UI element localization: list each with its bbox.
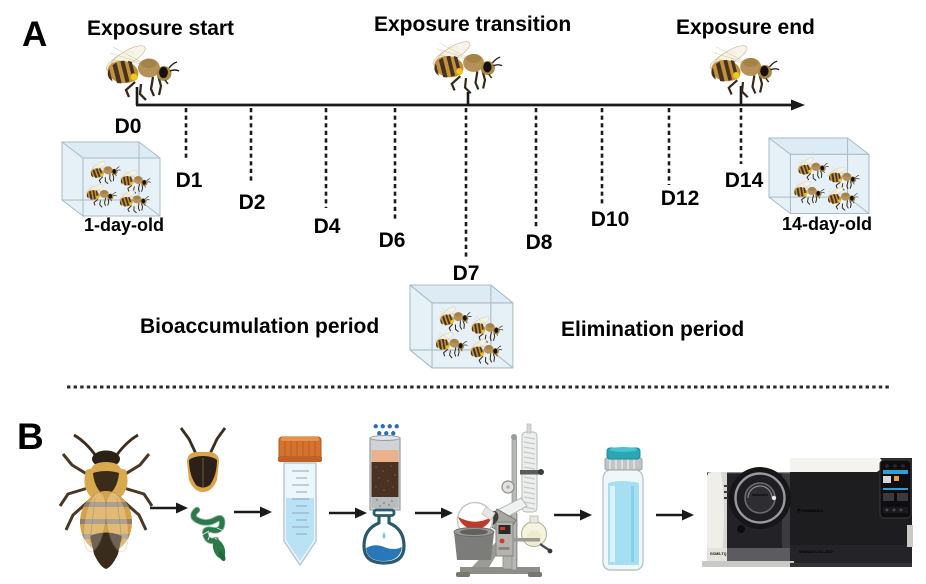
svg-text:Exposure end: Exposure end — [676, 16, 815, 39]
svg-text:D2: D2 — [239, 191, 266, 214]
svg-text:D1: D1 — [176, 169, 203, 192]
svg-text:SHIMADZU GC-2030: SHIMADZU GC-2030 — [799, 550, 833, 554]
svg-text:D12: D12 — [661, 187, 700, 210]
svg-text:GCMS-TQ: GCMS-TQ — [710, 552, 727, 556]
svg-text:Exposure start: Exposure start — [87, 17, 234, 40]
svg-text:Exposure transition: Exposure transition — [374, 13, 571, 36]
svg-text:D8: D8 — [526, 231, 553, 254]
svg-text:1-day-old: 1-day-old — [84, 215, 164, 235]
svg-text:A: A — [22, 15, 47, 54]
svg-text:D14: D14 — [725, 169, 764, 192]
svg-text:D4: D4 — [314, 215, 341, 238]
svg-text:14-day-old: 14-day-old — [782, 214, 872, 234]
svg-text:SHIMADZU: SHIMADZU — [752, 493, 768, 497]
svg-text:Bioaccumulation period: Bioaccumulation period — [140, 315, 379, 338]
svg-text:Ⓟ SHIMADZU: Ⓟ SHIMADZU — [797, 507, 823, 513]
svg-text:D7: D7 — [453, 262, 480, 285]
svg-text:B: B — [17, 416, 44, 457]
svg-text:D0: D0 — [115, 115, 142, 138]
svg-text:D6: D6 — [379, 229, 406, 252]
svg-text:D10: D10 — [591, 208, 630, 231]
svg-text:Elimination period: Elimination period — [561, 318, 744, 341]
